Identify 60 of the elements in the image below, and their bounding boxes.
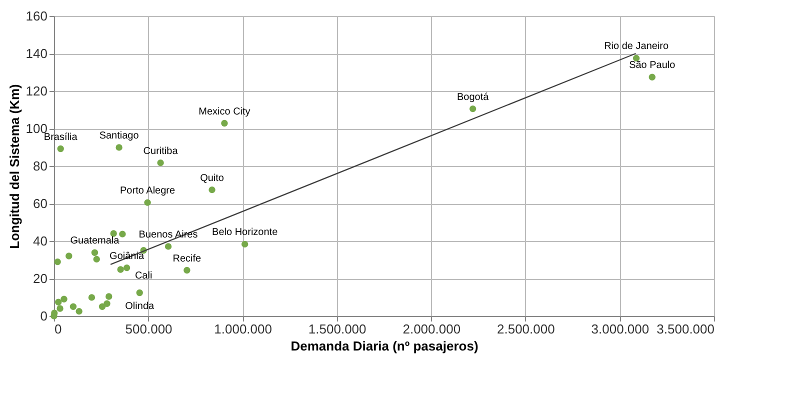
point: [221, 120, 228, 127]
y-tick-label: 120: [26, 84, 48, 98]
annotation: Santiago: [99, 130, 140, 142]
point: [60, 296, 68, 302]
point: [57, 145, 64, 152]
x-axis-title: Demanda Diaria (nº pasajeros): [290, 338, 478, 354]
point: [98, 303, 106, 310]
point: [54, 258, 61, 266]
x-tick-label: 1.500.000: [308, 322, 366, 336]
y-tick-label: 20: [33, 271, 48, 286]
annotation: Porto Alegre: [120, 186, 176, 197]
annotation: Curitiba: [143, 146, 178, 157]
point: [136, 289, 143, 296]
annotation: Bogotá: [456, 92, 490, 103]
point: [56, 305, 64, 312]
y-tick-label: 0: [40, 308, 48, 324]
x-tick-label: 1.000.000: [214, 322, 272, 336]
point: [144, 199, 151, 206]
annotation: São Paulo: [629, 60, 676, 72]
point: [241, 240, 248, 248]
x-tick-label: 2.000.000: [402, 322, 461, 336]
point: [119, 230, 126, 238]
point: [88, 294, 96, 301]
x-tick-label: 3.500.000: [656, 322, 714, 336]
annotation: Mexico City: [198, 106, 250, 118]
point: [106, 293, 112, 300]
point: [116, 144, 122, 151]
point: [70, 303, 77, 310]
y-tick-label: 140: [26, 46, 48, 61]
point: [648, 74, 656, 80]
point: [91, 249, 98, 256]
point: [117, 266, 124, 273]
point: [208, 186, 216, 194]
annotation: Guatemala: [70, 236, 120, 247]
annotation: Belo Horizonte: [212, 227, 278, 238]
annotation: Cali: [134, 270, 152, 282]
x-tick-label: 2.500.000: [497, 322, 555, 336]
point: [157, 159, 164, 166]
annotation: Olinda: [125, 300, 155, 312]
y-tick-label: 160: [26, 8, 48, 24]
x-tick-label: 3.000.000: [591, 322, 650, 336]
annotation: Brasília: [44, 132, 78, 143]
point: [54, 298, 62, 306]
annotation: Rio de Janeiro: [604, 41, 669, 52]
annotation: Recife: [172, 253, 202, 264]
annotation: Quito: [200, 172, 224, 184]
point: [469, 105, 476, 112]
x-tick-label: 500.000: [125, 322, 172, 336]
y-axis-title: Longitud del Sistema (Km): [6, 84, 22, 249]
y-tick-label: 60: [33, 196, 48, 211]
point: [93, 256, 100, 263]
point: [104, 300, 110, 307]
point: [123, 264, 130, 272]
x-tick-label: 0: [54, 322, 62, 336]
y-tick-label: 80: [33, 158, 48, 174]
point: [76, 308, 82, 315]
point: [164, 243, 172, 250]
point: [66, 252, 72, 260]
point: [184, 266, 190, 274]
y-tick-label: 40: [33, 234, 48, 248]
